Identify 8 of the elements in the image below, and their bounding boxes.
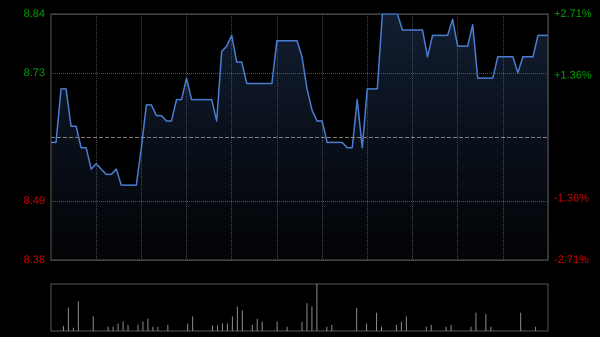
y-tick-label: 8.73 <box>24 66 45 79</box>
y2-tick-label: -2.71% <box>554 254 590 266</box>
y-tick-label: 8.38 <box>24 254 45 266</box>
y2-tick-label: -1.36% <box>554 192 590 205</box>
y-tick-label: 8.49 <box>24 195 45 208</box>
y2-tick-label: +2.71% <box>554 8 592 20</box>
y-tick-label: 8.84 <box>24 8 45 20</box>
y2-tick-label: +1.36% <box>554 69 592 82</box>
